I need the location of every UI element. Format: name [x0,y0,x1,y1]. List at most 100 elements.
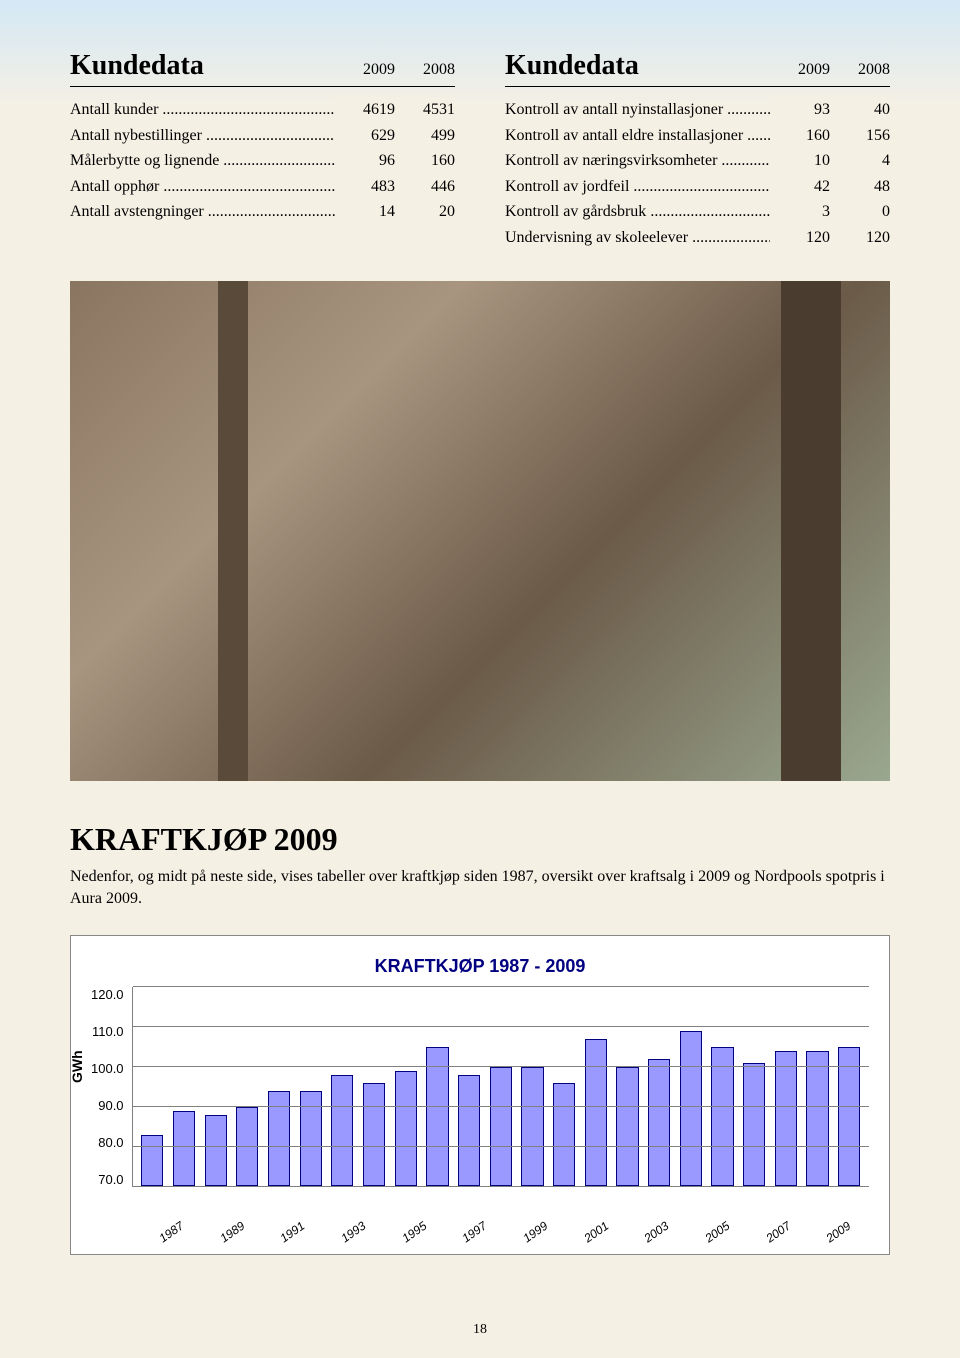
chart-area: 120.0 110.0 100.0 90.0 80.0 70.0 [91,987,869,1217]
bar [616,1067,638,1186]
chart-title: KRAFTKJØP 1987 - 2009 [91,956,869,977]
bar-slot [390,987,422,1186]
chart-ylabel: GWh [69,1051,85,1084]
row-value: 446 [395,174,455,200]
row-value: 160 [395,148,455,174]
row-value: 156 [830,123,890,149]
bar-slot [517,987,549,1186]
bar-slot [580,987,612,1186]
bar [838,1047,860,1186]
bar-slot [833,987,865,1186]
row-label: Kontroll av antall eldre installasjoner [505,123,770,149]
row-label: Kontroll av næringsvirksomheter [505,148,770,174]
ytick: 70.0 [98,1172,123,1187]
grid-line [133,1026,869,1027]
bar-slot [200,987,232,1186]
row-value: 483 [335,174,395,200]
table-right-title: Kundedata [505,50,770,82]
bar-slot [707,987,739,1186]
table-right-year2: 2008 [830,61,890,79]
row-value: 42 [770,174,830,200]
bar [648,1059,670,1186]
bar [806,1051,828,1186]
row-value: 14 [335,199,395,225]
row-value: 20 [395,199,455,225]
bar-slot [327,987,359,1186]
bar [775,1051,797,1186]
row-label: Undervisning av skoleelever [505,225,770,251]
row-label: Kontroll av antall nyinstallasjoner [505,97,770,123]
row-value: 120 [770,225,830,251]
row-value: 4619 [335,97,395,123]
ytick: 100.0 [91,1061,124,1076]
table-left-year1: 2009 [335,61,395,79]
table-row: Antall opphør483446 [70,174,455,200]
bar [141,1135,163,1187]
grid-line [133,1106,869,1107]
row-value: 4531 [395,97,455,123]
row-value: 96 [335,148,395,174]
row-value: 48 [830,174,890,200]
table-row: Undervisning av skoleelever120120 [505,225,890,251]
row-value: 3 [770,199,830,225]
bar-slot [675,987,707,1186]
bar [680,1031,702,1186]
table-left-rows: Antall kunder46194531Antall nybestilling… [70,97,455,225]
chart-yaxis: 120.0 110.0 100.0 90.0 80.0 70.0 [91,987,132,1187]
bar [331,1075,353,1186]
bar [205,1115,227,1187]
row-value: 93 [770,97,830,123]
bar [521,1067,543,1186]
table-row: Antall avstengninger1420 [70,199,455,225]
table-row: Kontroll av gårdsbruk30 [505,199,890,225]
bar-slot [485,987,517,1186]
row-value: 10 [770,148,830,174]
table-row: Kontroll av jordfeil4248 [505,174,890,200]
table-row: Kontroll av antall nyinstallasjoner9340 [505,97,890,123]
bar-slot [453,987,485,1186]
row-value: 629 [335,123,395,149]
table-row: Kontroll av antall eldre installasjoner1… [505,123,890,149]
row-label: Antall nybestillinger [70,123,335,149]
table-right-header: Kundedata 2009 2008 [505,50,890,87]
table-right: Kundedata 2009 2008 Kontroll av antall n… [505,50,890,251]
chart-bars [133,987,869,1186]
table-left-header: Kundedata 2009 2008 [70,50,455,87]
ytick: 90.0 [98,1098,123,1113]
row-label: Målerbytte og lignende [70,148,335,174]
row-label: Antall kunder [70,97,335,123]
bar [711,1047,733,1186]
bar-slot [358,987,390,1186]
bar-slot [137,987,169,1186]
row-value: 4 [830,148,890,174]
bar [236,1107,258,1187]
row-value: 40 [830,97,890,123]
row-value: 160 [770,123,830,149]
bar [395,1071,417,1186]
grid-line [133,1146,869,1147]
bar-slot [643,987,675,1186]
table-left-title: Kundedata [70,50,335,82]
ytick: 80.0 [98,1135,123,1150]
table-left: Kundedata 2009 2008 Antall kunder4619453… [70,50,455,251]
bar [585,1039,607,1186]
bar [458,1075,480,1186]
photo-workers [70,281,890,781]
chart-plot [132,987,869,1187]
section-text: Nedenfor, og midt på neste side, vises t… [70,866,890,911]
bar [363,1083,385,1186]
bar-slot [295,987,327,1186]
row-value: 499 [395,123,455,149]
table-right-year1: 2009 [770,61,830,79]
table-right-rows: Kontroll av antall nyinstallasjoner9340K… [505,97,890,251]
chart-container: KRAFTKJØP 1987 - 2009 GWh 120.0 110.0 100.… [70,935,890,1255]
chart-xaxis: 1987198919911993199519971999200120032005… [141,1217,869,1239]
table-row: Antall kunder46194531 [70,97,455,123]
table-left-year2: 2008 [395,61,455,79]
ytick: 120.0 [91,987,124,1002]
table-row: Målerbytte og lignende96160 [70,148,455,174]
grid-line [133,986,869,987]
bar-slot [770,987,802,1186]
bar-slot [612,987,644,1186]
ytick: 110.0 [92,1024,124,1039]
